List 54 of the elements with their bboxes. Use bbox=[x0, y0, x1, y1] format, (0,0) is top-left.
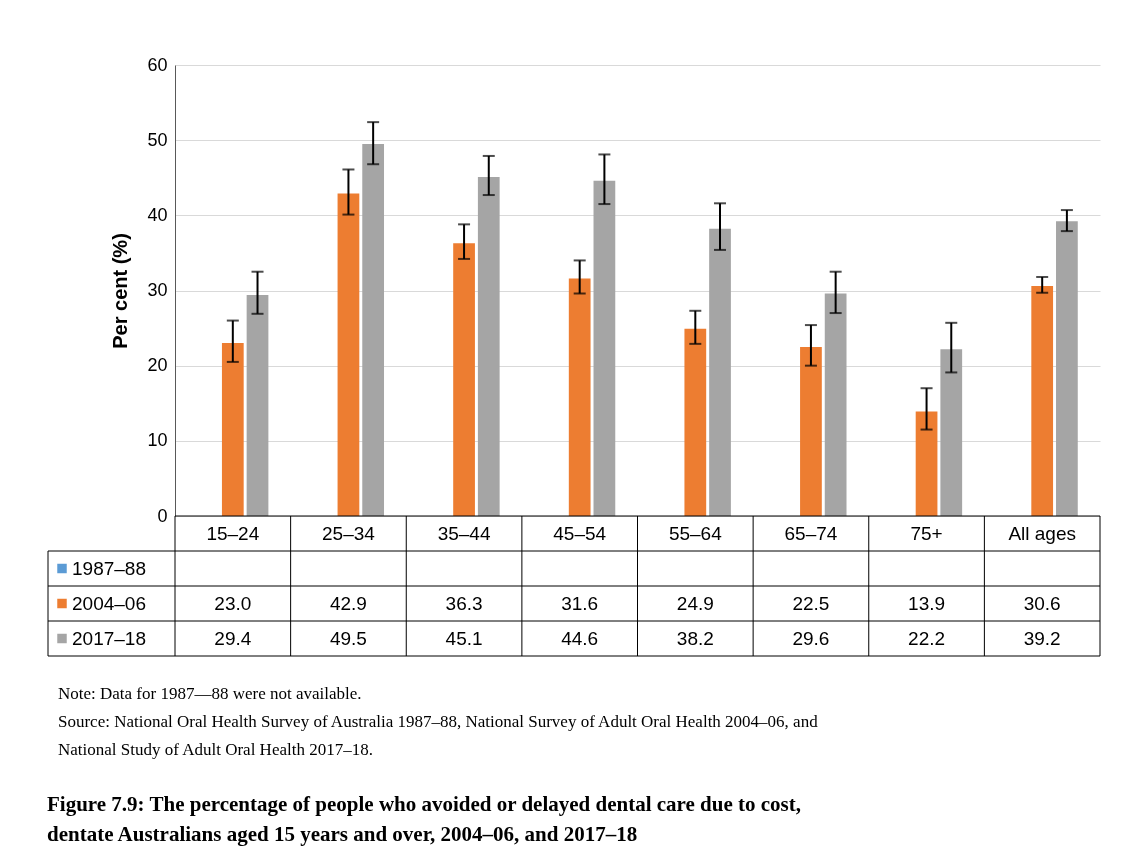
x-tick-label: 55–64 bbox=[668, 522, 723, 544]
legend-label: 2017–18 bbox=[72, 627, 146, 649]
bar bbox=[477, 177, 500, 516]
legend-label: 1987–88 bbox=[72, 557, 146, 579]
bar bbox=[684, 328, 707, 516]
y-tick-label: 10 bbox=[147, 430, 168, 451]
x-tick-label: 15–24 bbox=[206, 522, 260, 544]
data-label: 29.6 bbox=[792, 627, 830, 649]
data-label: 31.6 bbox=[561, 592, 599, 614]
legend-label: 2004–06 bbox=[72, 592, 146, 614]
bar bbox=[362, 143, 385, 516]
data-label: 36.3 bbox=[445, 592, 483, 614]
x-tick-label: 65–74 bbox=[784, 522, 838, 544]
x-tick-label: 75+ bbox=[910, 522, 943, 544]
data-label: 13.9 bbox=[908, 592, 946, 614]
bar bbox=[824, 293, 847, 516]
source-note: Source: National Oral Health Survey of Australia 1987–88, National Survey of Adult Oral Health 2004–06, and National Study of Adult Oral Health 2017–18. bbox=[58, 712, 819, 759]
data-label: 39.2 bbox=[1023, 627, 1061, 649]
data-label: 42.9 bbox=[329, 592, 367, 614]
bar bbox=[1056, 221, 1078, 516]
y-tick-label: 20 bbox=[147, 355, 168, 376]
x-tick-label: 45–54 bbox=[553, 522, 607, 544]
bar bbox=[915, 411, 938, 516]
y-tick-label: 0 bbox=[157, 505, 168, 526]
bar bbox=[709, 228, 731, 516]
y-tick-label: 60 bbox=[147, 54, 168, 75]
y-tick-label: 40 bbox=[147, 204, 168, 225]
bar bbox=[593, 180, 616, 516]
bar bbox=[940, 349, 963, 516]
y-axis-title: Per cent (%) bbox=[109, 233, 132, 349]
x-tick-label: 25–34 bbox=[322, 522, 376, 544]
data-label: 44.6 bbox=[561, 627, 599, 649]
x-tick-label: All ages bbox=[1008, 522, 1076, 544]
y-tick-label: 30 bbox=[147, 280, 168, 300]
bar bbox=[337, 193, 360, 516]
text: Figure 7.9: The percentage of people who avoided or delayed dental care due to cost, dentate Australians aged 15 years and over, 2004–06, and 2017–18 bbox=[47, 792, 802, 846]
bar bbox=[800, 346, 822, 516]
data-label: 24.9 bbox=[676, 592, 714, 614]
x-tick-label: 35–44 bbox=[437, 522, 491, 544]
bar bbox=[246, 295, 269, 516]
bar bbox=[221, 343, 244, 516]
y-tick-label: 50 bbox=[147, 129, 168, 150]
bar bbox=[568, 278, 591, 516]
data-label: 22.5 bbox=[792, 592, 830, 614]
text: Note: Data for 1987—88 were not available. bbox=[58, 684, 362, 703]
bar bbox=[453, 243, 475, 516]
bar bbox=[1031, 285, 1054, 516]
data-label: 23.0 bbox=[214, 592, 252, 614]
data-label: 38.2 bbox=[676, 627, 714, 649]
data-label: 45.1 bbox=[445, 627, 483, 649]
data-label: 49.5 bbox=[329, 627, 367, 649]
data-label: 29.4 bbox=[214, 627, 252, 649]
data-label: 22.2 bbox=[908, 627, 946, 649]
data-label: 30.6 bbox=[1023, 592, 1061, 614]
